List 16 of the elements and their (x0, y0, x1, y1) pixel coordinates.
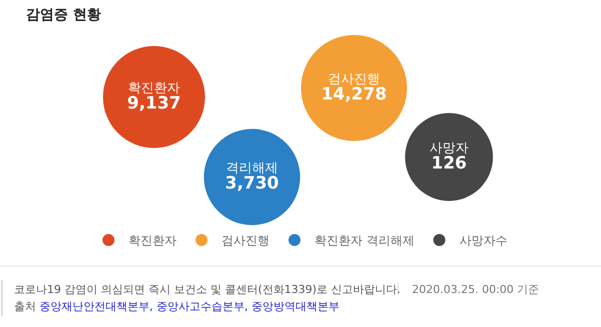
text: 2020.03.25. 00:00 기준 (412, 283, 540, 296)
category-label: 검사진행 (328, 72, 380, 87)
text: 코로나19 감염이 의심되면 즉시 보건소 및 콜센터(전화1339)로 신고바랍니다. (14, 283, 401, 296)
data-label: 9,137 (127, 94, 181, 114)
legend-label: 확진환자 (128, 234, 176, 248)
legend-label: 사망자수 (459, 234, 508, 248)
category-label: 사망자 (430, 140, 468, 156)
legend-label: 확진환자 격리해제 (314, 234, 414, 248)
category-label: 격리해제 (226, 160, 278, 176)
source-note: 출처 중앙재난안전대책본부, 중앙사고수습본부, 중앙방역대책본부 (14, 300, 340, 313)
data-label: 126 (431, 154, 467, 174)
legend-label: 검사진행 (222, 234, 270, 248)
data-label: 14,278 (321, 84, 387, 105)
category-label: 확진환자 (128, 80, 180, 96)
text: 감염증 현황 (26, 7, 101, 23)
data-label: 3,730 (225, 174, 280, 194)
